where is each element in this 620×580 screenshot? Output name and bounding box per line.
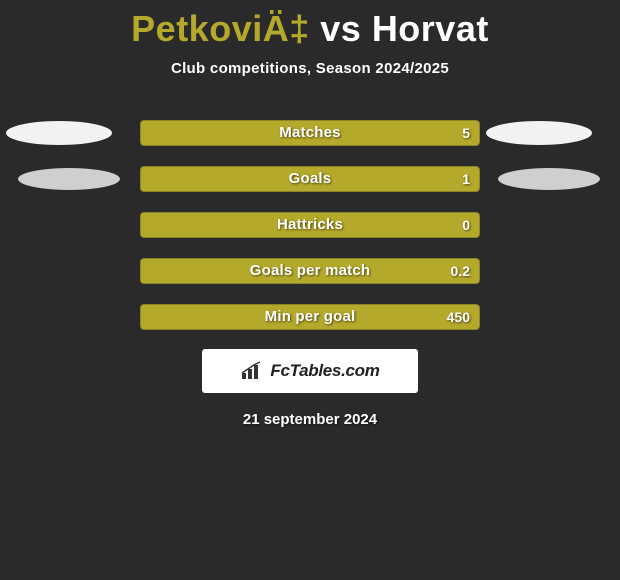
stat-label: Goals per match — [140, 257, 480, 285]
player-ellipse-left — [6, 121, 112, 145]
stat-label: Min per goal — [140, 303, 480, 331]
logo-box[interactable]: FcTables.com — [202, 349, 418, 393]
stat-row: Matches5 — [0, 119, 620, 147]
stat-label: Matches — [140, 119, 480, 147]
stat-label: Hattricks — [140, 211, 480, 239]
stat-value: 1 — [462, 165, 470, 193]
player-ellipse-right — [498, 168, 600, 190]
bar-chart-icon — [240, 361, 264, 381]
stat-label: Goals — [140, 165, 480, 193]
player-ellipse-left — [18, 168, 120, 190]
title-player1: PetkoviÄ‡ — [131, 8, 310, 49]
date-label: 21 september 2024 — [0, 411, 620, 428]
title-player2: Horvat — [372, 8, 489, 49]
subtitle: Club competitions, Season 2024/2025 — [0, 60, 620, 77]
stat-value: 5 — [462, 119, 470, 147]
stat-value: 0 — [462, 211, 470, 239]
stat-value: 0.2 — [451, 257, 470, 285]
logo-text: FcTables.com — [270, 361, 379, 381]
stat-row: Min per goal450 — [0, 303, 620, 331]
page-title: PetkoviÄ‡ vs Horvat — [0, 0, 620, 50]
player-ellipse-right — [486, 121, 592, 145]
title-vs: vs — [320, 8, 361, 49]
stat-row: Hattricks0 — [0, 211, 620, 239]
stat-value: 450 — [447, 303, 470, 331]
stat-row: Goals per match0.2 — [0, 257, 620, 285]
stat-rows: Matches5Goals1Hattricks0Goals per match0… — [0, 119, 620, 331]
stat-row: Goals1 — [0, 165, 620, 193]
